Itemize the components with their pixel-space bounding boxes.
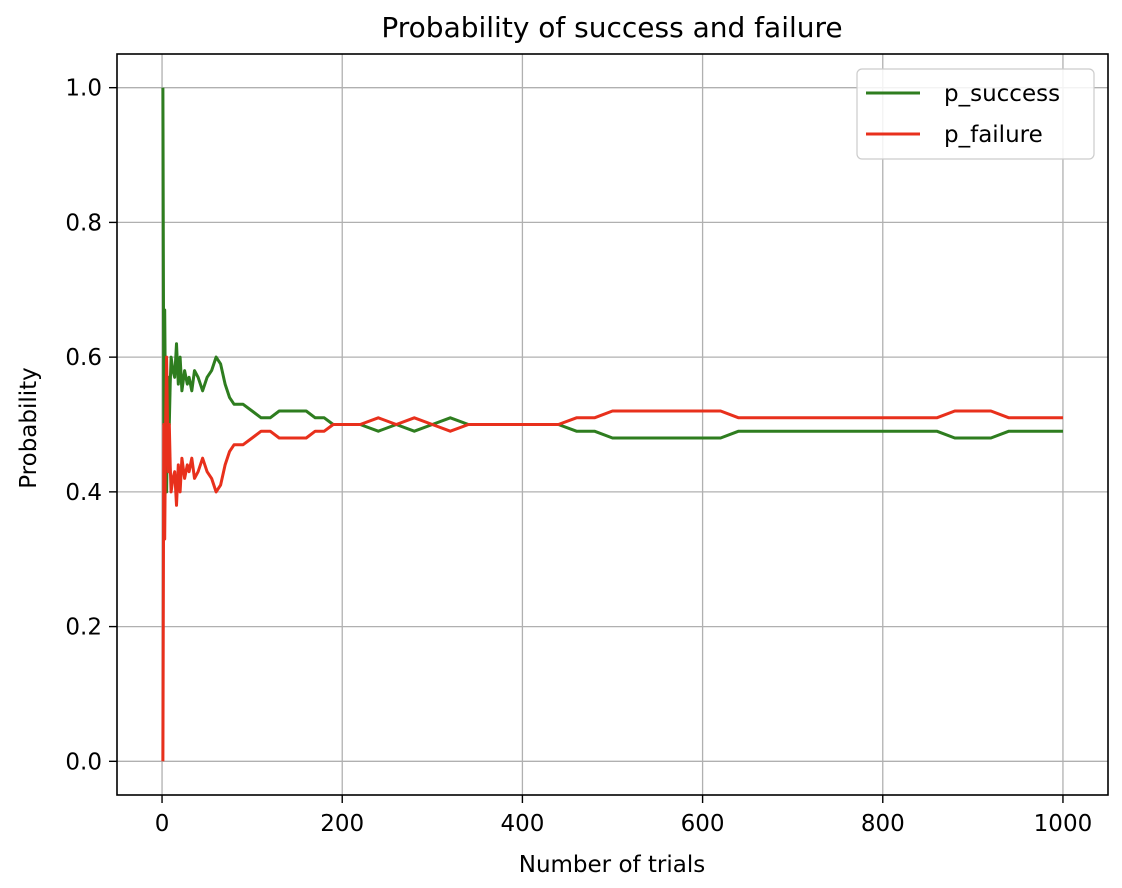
series-line-p-failure bbox=[161, 355, 1063, 762]
y-tick-label: 0.8 bbox=[65, 210, 102, 236]
legend-label: p_success bbox=[944, 81, 1060, 107]
legend-label: p_failure bbox=[944, 122, 1043, 148]
legend: p_success p_failure bbox=[856, 68, 1095, 160]
y-tick-label: 0.2 bbox=[65, 615, 102, 641]
x-tick-label: 600 bbox=[681, 811, 725, 837]
y-tick-label: 0.6 bbox=[65, 345, 102, 371]
x-tick-label: 0 bbox=[155, 811, 170, 837]
y-tick-label: 0.0 bbox=[65, 749, 102, 775]
x-tick-label: 1000 bbox=[1034, 811, 1093, 837]
x-tick-label: 200 bbox=[320, 811, 364, 837]
plot-frame bbox=[116, 53, 1109, 796]
y-tick-label: 0.4 bbox=[65, 480, 102, 506]
x-tick-label: 800 bbox=[861, 811, 905, 837]
series-lines bbox=[161, 87, 1063, 762]
axis-ticks: 0 200 400 600 800 1000 0.0 0.2 0.4 0.6 0.8 1.0 bbox=[65, 76, 1092, 837]
y-tick-label: 1.0 bbox=[65, 76, 102, 102]
x-tick-label: 400 bbox=[500, 811, 544, 837]
y-axis-title: Probability bbox=[16, 367, 42, 489]
chart-title: Probability of success and failure bbox=[381, 11, 842, 44]
x-axis-title: Number of trials bbox=[519, 852, 706, 878]
